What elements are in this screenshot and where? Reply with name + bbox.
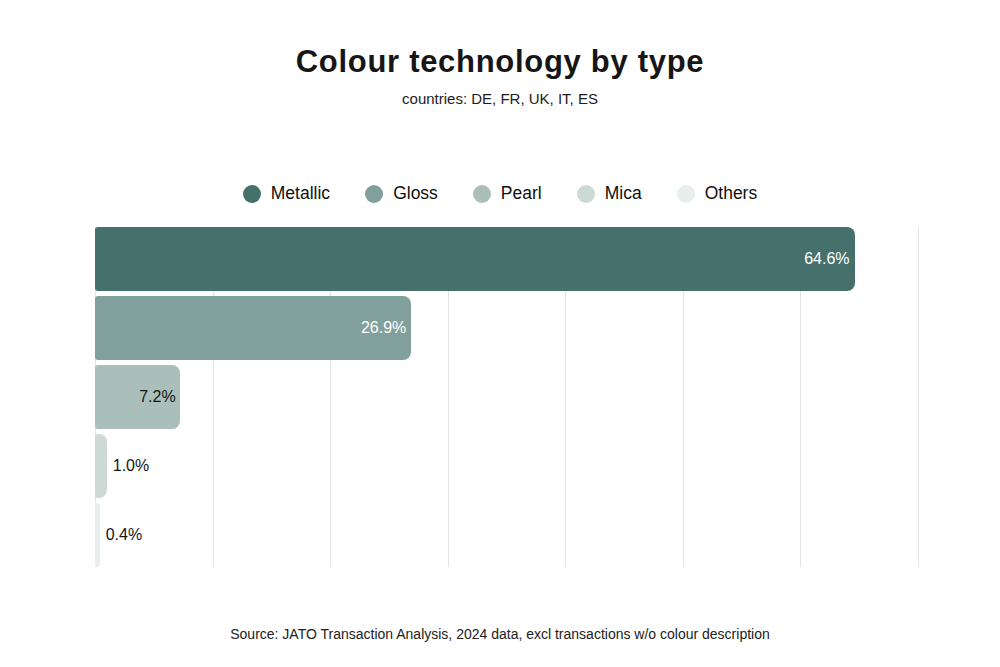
bar-value-label: 7.2% [139,365,175,429]
bar-value-label: 0.4% [106,503,142,567]
legend-label: Others [705,183,758,204]
bar-others [95,503,100,567]
legend-label: Pearl [501,183,542,204]
bar-metallic [95,227,855,291]
legend-label: Gloss [393,183,438,204]
legend-swatch-others [677,185,695,203]
legend-swatch-pearl [473,185,491,203]
legend-item-metallic: Metallic [243,183,330,204]
gridline [918,227,919,567]
legend-item-others: Others [677,183,758,204]
legend-swatch-metallic [243,185,261,203]
legend-swatch-mica [577,185,595,203]
legend: Metallic Gloss Pearl Mica Others [0,183,1000,204]
legend-label: Mica [605,183,642,204]
bar-chart: 64.6% 26.9% 7.2% 1.0% 0.4% [95,227,919,567]
legend-item-pearl: Pearl [473,183,542,204]
source-note: Source: JATO Transaction Analysis, 2024 … [0,626,1000,642]
legend-swatch-gloss [365,185,383,203]
legend-item-mica: Mica [577,183,642,204]
bar-value-label: 26.9% [361,296,406,360]
chart-title: Colour technology by type [0,44,1000,80]
legend-item-gloss: Gloss [365,183,438,204]
bar-value-label: 64.6% [804,227,849,291]
legend-label: Metallic [271,183,330,204]
bar-value-label: 1.0% [113,434,149,498]
chart-subtitle: countries: DE, FR, UK, IT, ES [0,90,1000,107]
bar-mica [95,434,107,498]
